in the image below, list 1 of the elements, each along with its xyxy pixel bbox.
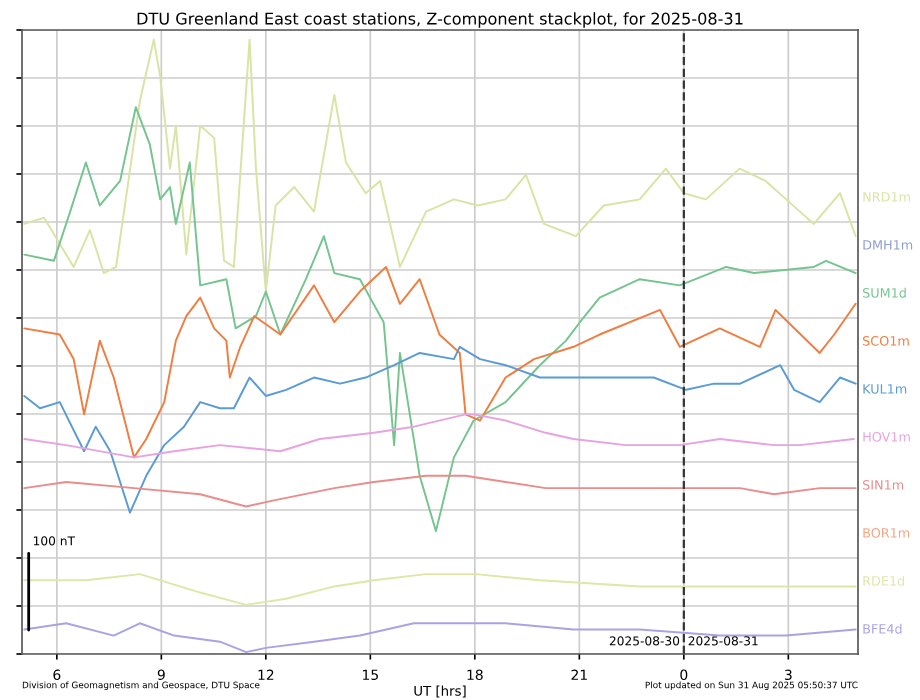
chart-title: DTU Greenland East coast stations, Z-component stackplot, for 2025-08-31 — [137, 12, 743, 28]
